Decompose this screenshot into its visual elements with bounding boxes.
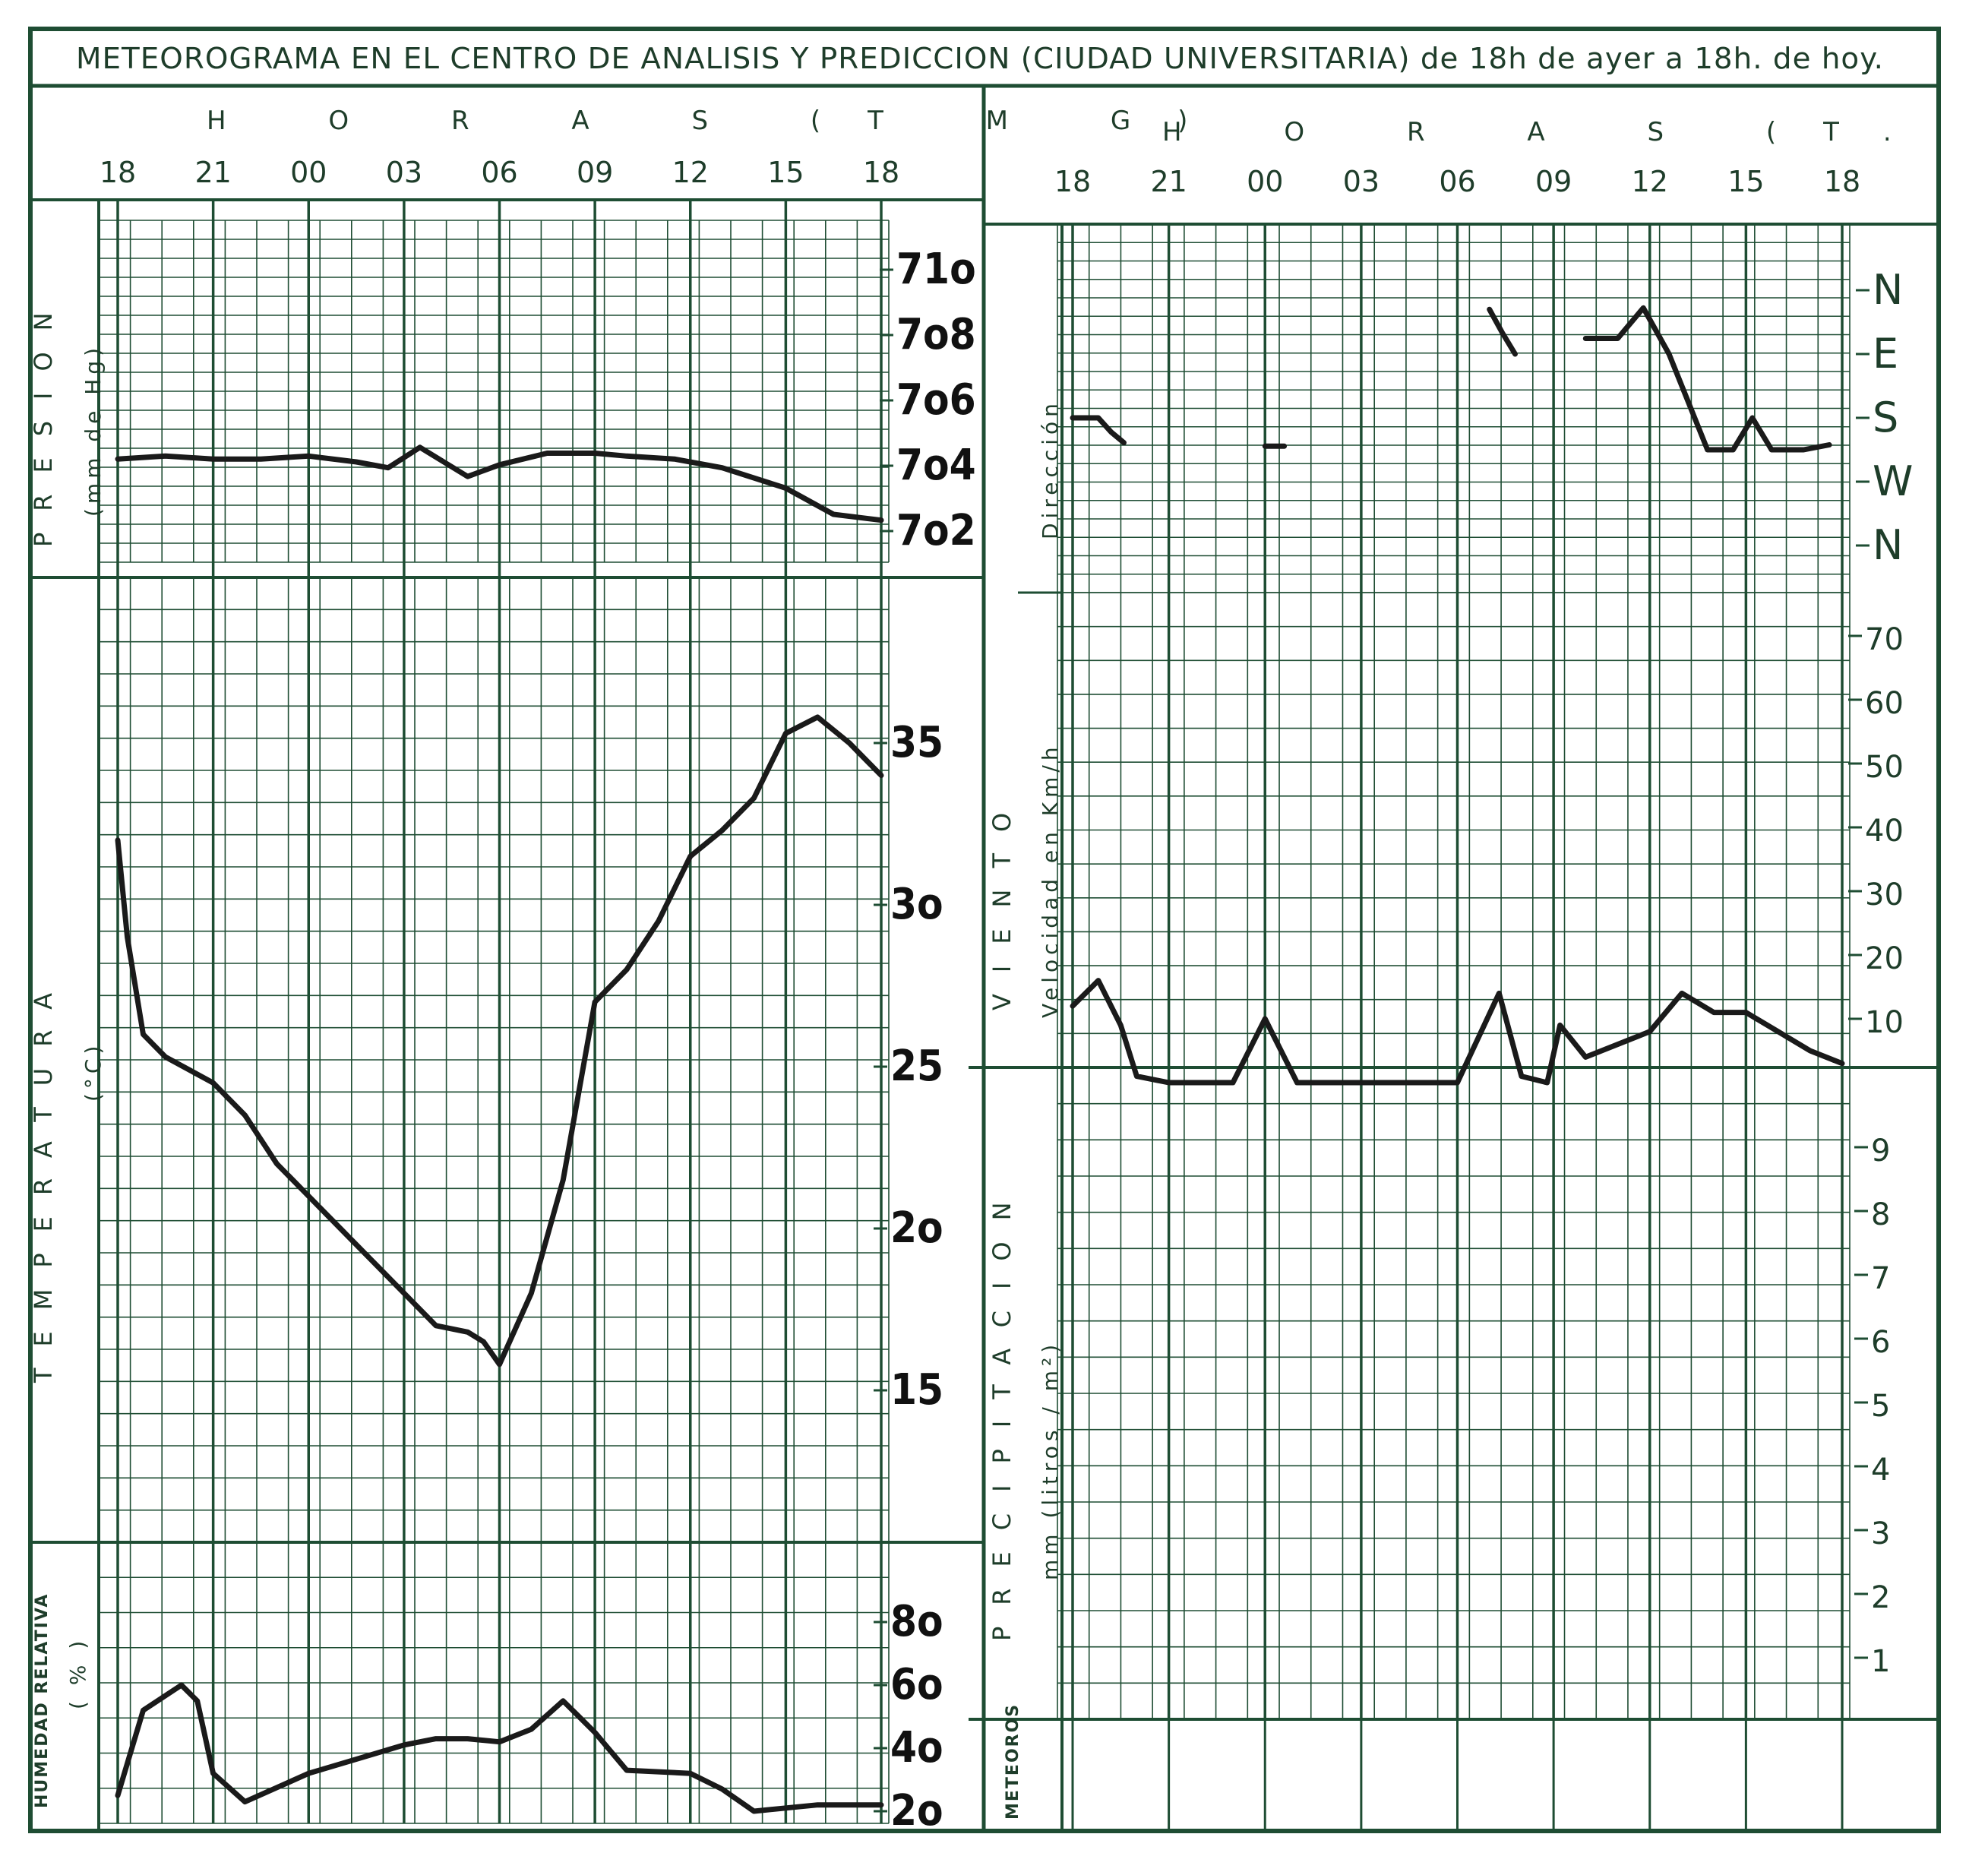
temperatura-axis: 35 3o 25 2o 15 bbox=[874, 718, 943, 1415]
temperatura-axis-tick: 15 bbox=[890, 1365, 943, 1415]
humedad-unit: ( % ) bbox=[65, 1636, 90, 1709]
humedad-label: HUMEDAD RELATIVA bbox=[33, 1593, 52, 1808]
viento-direccion-label: Dirección bbox=[1038, 399, 1063, 539]
viento-velocidad-axis-tick: 10 bbox=[1865, 1005, 1904, 1040]
precipitacion-axis-tick: 1 bbox=[1871, 1644, 1890, 1679]
hour-tick-right: 09 bbox=[1535, 165, 1572, 198]
presion-line bbox=[115, 444, 884, 523]
hour-tick-left: 21 bbox=[194, 156, 231, 189]
hour-ticks-left: 18 21 00 03 06 09 12 15 18 bbox=[100, 156, 899, 189]
major-hour-lines bbox=[116, 200, 1844, 1823]
viento-velocidad-axis-tick: 30 bbox=[1865, 877, 1904, 912]
precipitacion-axis-tick: 6 bbox=[1871, 1325, 1890, 1360]
viento-direccion-grid bbox=[1057, 223, 1851, 593]
presion-axis-tick: 71o bbox=[896, 245, 976, 294]
hour-tick-left: 00 bbox=[290, 156, 327, 189]
presion-axis-tick: 7o2 bbox=[896, 506, 976, 555]
hour-tick-right: 15 bbox=[1727, 165, 1764, 198]
viento-direccion-axis-tick: S bbox=[1873, 394, 1898, 441]
presion-axis-tick: 7o6 bbox=[896, 375, 976, 425]
precipitacion-unit: mm (litros / m²) bbox=[1038, 1340, 1063, 1580]
hour-tick-right: 12 bbox=[1632, 165, 1668, 198]
hour-tick-left: 06 bbox=[481, 156, 517, 189]
precipitacion-axis-tick: 5 bbox=[1871, 1389, 1890, 1424]
viento-velocidad-axis-tick: 50 bbox=[1865, 750, 1904, 785]
presion-grid bbox=[98, 220, 890, 563]
horas-label-right: H O R A S (T. M G) bbox=[1162, 117, 1988, 147]
humedad-grid bbox=[98, 1542, 890, 1824]
humedad-axis-tick: 6o bbox=[890, 1660, 943, 1709]
hour-tick-right: 06 bbox=[1439, 165, 1475, 198]
presion-axis: 71o 7o8 7o6 7o4 7o2 bbox=[880, 245, 976, 555]
viento-velocidad-axis-tick: 40 bbox=[1865, 814, 1904, 849]
hour-tick-left: 18 bbox=[100, 156, 136, 189]
viento-direccion-line bbox=[1582, 305, 1832, 453]
viento-velocidad-grid bbox=[1057, 592, 1851, 1068]
hour-tick-left: 18 bbox=[863, 156, 899, 189]
viento-velocidad-axis-tick: 70 bbox=[1865, 622, 1904, 657]
viento-label: VIENTO bbox=[988, 792, 1016, 1010]
precipitacion-axis-tick: 4 bbox=[1871, 1453, 1890, 1488]
precipitacion-label: PRECIPITACION bbox=[988, 1181, 1016, 1641]
temperatura-axis-tick: 25 bbox=[890, 1042, 943, 1091]
presion-unit: (mm de Hg) bbox=[81, 343, 106, 517]
temperatura-grid bbox=[98, 577, 890, 1543]
meteoros-label: METEOROS bbox=[1003, 1703, 1022, 1820]
precipitacion-grid bbox=[1057, 1067, 1851, 1720]
hour-ticks-right: 18 21 00 03 06 09 12 15 18 bbox=[1054, 165, 1860, 198]
temperatura-line bbox=[115, 714, 884, 1368]
viento-direccion-axis-tick: N bbox=[1873, 521, 1903, 569]
viento-velocidad-axis-tick: 60 bbox=[1865, 686, 1904, 721]
viento-velocidad-axis: 70 60 50 40 30 20 10 bbox=[1848, 622, 1904, 1040]
temperatura-unit: (°C) bbox=[81, 1042, 106, 1102]
hour-tick-left: 12 bbox=[672, 156, 709, 189]
viento-velocidad-line bbox=[1070, 978, 1845, 1086]
precipitacion-axis-tick: 3 bbox=[1871, 1516, 1890, 1551]
hour-tick-right: 03 bbox=[1343, 165, 1380, 198]
temperatura-label: TEMPERATURA bbox=[29, 972, 58, 1383]
hour-tick-left: 15 bbox=[767, 156, 804, 189]
temperatura-axis-tick: 3o bbox=[890, 880, 943, 929]
viento-direccion-axis-tick: W bbox=[1873, 457, 1913, 505]
humedad-line bbox=[115, 1682, 884, 1814]
presion-label: PRESION bbox=[29, 291, 58, 547]
hour-tick-right: 18 bbox=[1824, 165, 1860, 198]
hour-tick-right: 00 bbox=[1247, 165, 1283, 198]
precipitacion-axis: 9 8 7 6 5 4 3 2 1 bbox=[1854, 1134, 1890, 1679]
meteoros-grid bbox=[1071, 1719, 1844, 1831]
humedad-axis-tick: 8o bbox=[890, 1597, 943, 1646]
viento-direccion-axis-tick: N bbox=[1873, 266, 1903, 314]
viento-direccion-line bbox=[1487, 306, 1518, 357]
horas-label-left: H O R A S (T M G) bbox=[207, 106, 1234, 136]
precipitacion-axis-tick: 8 bbox=[1871, 1197, 1890, 1232]
humedad-axis: 8o 6o 4o 2o bbox=[874, 1597, 943, 1836]
humedad-axis-tick: 2o bbox=[890, 1786, 943, 1836]
hour-tick-right: 21 bbox=[1150, 165, 1187, 198]
temperatura-axis-tick: 35 bbox=[890, 718, 943, 767]
viento-direccion-axis-tick: E bbox=[1873, 330, 1898, 378]
viento-velocidad-axis-tick: 20 bbox=[1865, 941, 1904, 976]
presion-axis-tick: 7o8 bbox=[896, 310, 976, 359]
chart-title: METEOROGRAMA EN EL CENTRO DE ANALISIS Y … bbox=[76, 42, 1884, 75]
precipitacion-axis-tick: 9 bbox=[1871, 1134, 1890, 1168]
humedad-axis-tick: 4o bbox=[890, 1723, 943, 1772]
viento-direccion-line bbox=[1070, 415, 1127, 446]
precipitacion-axis-tick: 2 bbox=[1871, 1580, 1890, 1615]
hour-tick-right: 18 bbox=[1054, 165, 1091, 198]
hour-tick-left: 09 bbox=[577, 156, 613, 189]
temperatura-axis-tick: 2o bbox=[890, 1203, 943, 1253]
precipitacion-axis-tick: 7 bbox=[1871, 1261, 1890, 1296]
presion-axis-tick: 7o4 bbox=[896, 441, 976, 490]
hour-tick-left: 03 bbox=[386, 156, 422, 189]
viento-velocidad-label: Velocidad en Km/h bbox=[1038, 742, 1063, 1018]
